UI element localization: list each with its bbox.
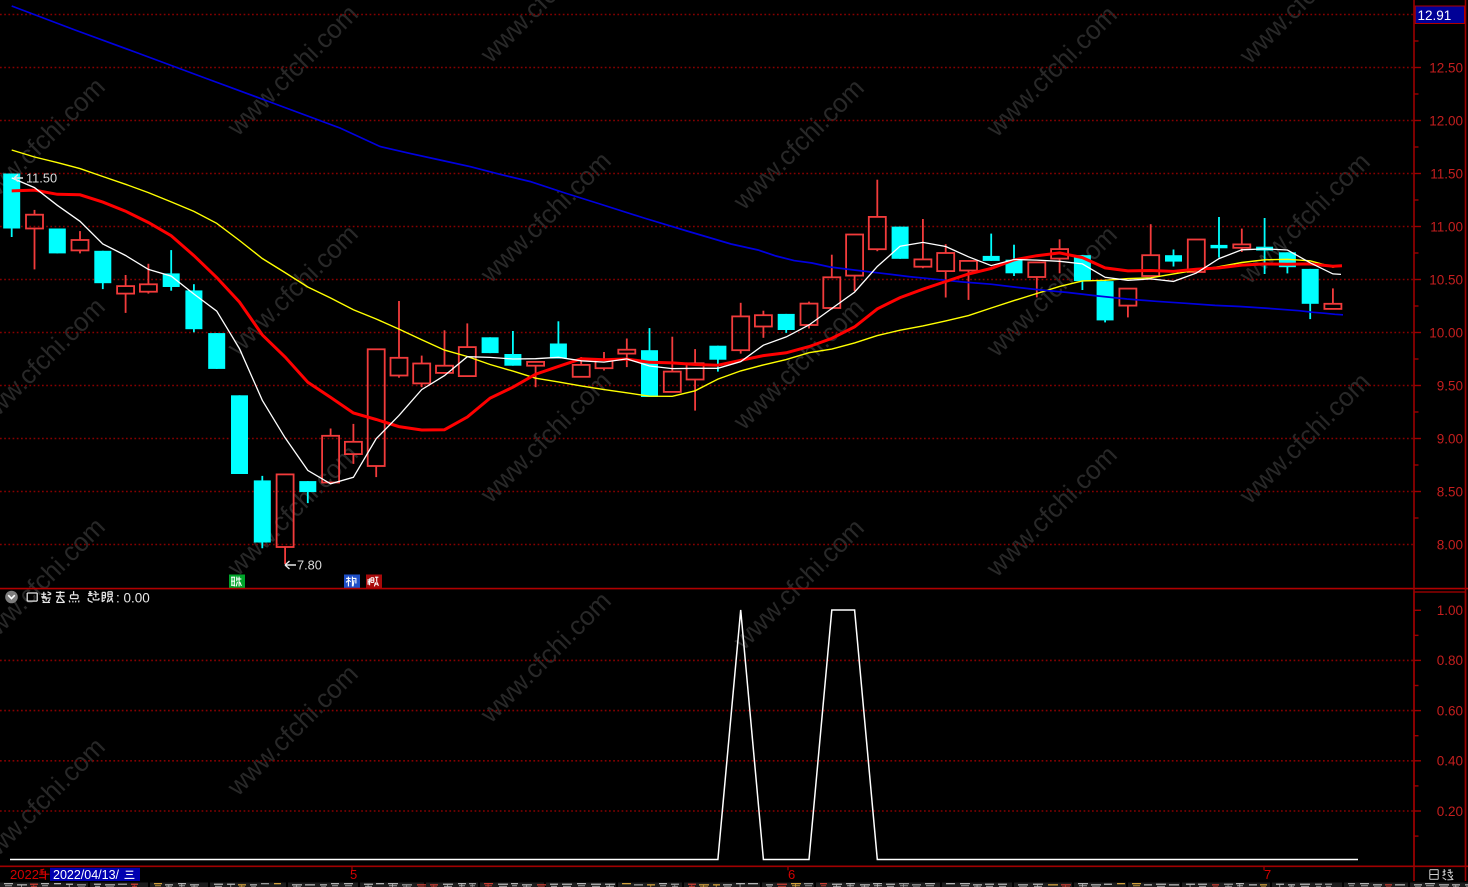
- svg-text:11.00: 11.00: [1430, 219, 1463, 234]
- svg-text:10.00: 10.00: [1429, 325, 1463, 340]
- svg-text:0.20: 0.20: [1437, 804, 1463, 819]
- svg-text:11.50: 11.50: [1430, 166, 1463, 181]
- svg-text:7: 7: [1264, 867, 1271, 882]
- svg-text:6: 6: [788, 867, 795, 882]
- svg-text:12.50: 12.50: [1429, 60, 1463, 75]
- svg-text:0.60: 0.60: [1437, 703, 1463, 718]
- svg-text:12.00: 12.00: [1429, 113, 1463, 128]
- svg-text:9.00: 9.00: [1437, 431, 1463, 446]
- svg-text:8.00: 8.00: [1437, 537, 1463, 552]
- svg-text:9.50: 9.50: [1437, 378, 1463, 393]
- svg-text:11.50: 11.50: [26, 171, 57, 186]
- svg-text:8.50: 8.50: [1437, 484, 1463, 499]
- svg-text:0.80: 0.80: [1437, 653, 1463, 668]
- svg-text:2022: 2022: [10, 867, 39, 882]
- svg-text:1.00: 1.00: [1437, 603, 1463, 618]
- svg-text:: 0.00: : 0.00: [116, 591, 150, 606]
- svg-text:5: 5: [350, 867, 357, 882]
- svg-text:0.40: 0.40: [1437, 754, 1463, 769]
- svg-text:2022/04/13/: 2022/04/13/: [53, 868, 120, 882]
- svg-text:10.50: 10.50: [1429, 272, 1463, 287]
- svg-text:7.80: 7.80: [297, 558, 322, 573]
- svg-text:12.91: 12.91: [1418, 8, 1452, 23]
